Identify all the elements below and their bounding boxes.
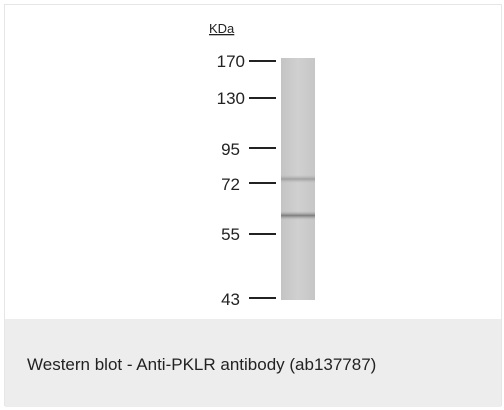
kda-unit-label: KDa	[209, 21, 235, 36]
marker-43: 43	[221, 290, 276, 309]
marker-170: 170	[217, 52, 276, 71]
blot-band-main	[281, 211, 315, 220]
marker-130: 130	[217, 89, 276, 108]
marker-label: 43	[221, 290, 240, 309]
marker-label: 95	[221, 140, 240, 159]
marker-72: 72	[221, 175, 276, 194]
marker-label: 55	[221, 225, 240, 244]
marker-95: 95	[221, 140, 276, 159]
marker-55: 55	[221, 225, 276, 244]
marker-label: 170	[217, 52, 245, 71]
blot-band-faint	[281, 175, 315, 183]
figure-caption: Western blot - Anti-PKLR antibody (ab137…	[27, 355, 377, 374]
figure-card: KDa 170 130 95 72	[4, 4, 502, 407]
marker-label: 130	[217, 89, 245, 108]
marker-label: 72	[221, 175, 240, 194]
western-blot-image: KDa 170 130 95 72	[209, 21, 315, 309]
western-blot-figure: KDa 170 130 95 72	[5, 5, 501, 319]
figure-caption-box: Western blot - Anti-PKLR antibody (ab137…	[5, 319, 501, 407]
